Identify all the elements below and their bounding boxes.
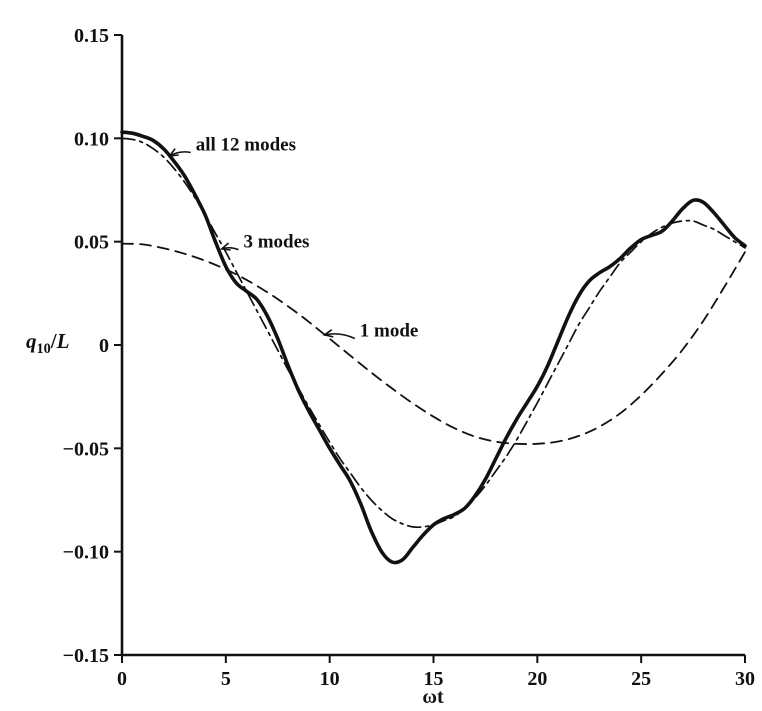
x-tick-label: 15 [424,668,444,690]
annotation-all-12-modes: all 12 modes [196,135,296,156]
annotation-arrowhead [322,329,334,338]
y-axis-label: q10/L [26,329,69,358]
y-tick-label: 0.05 [74,232,109,254]
x-tick-label: 5 [221,668,231,690]
x-axis-label: ωt [422,686,444,708]
y-tick-label: −0.15 [63,645,109,667]
y-axis-label-symbol: q [26,329,37,353]
x-tick-label: 30 [735,668,755,690]
series-1-mode [121,242,746,445]
y-tick-label: −0.10 [63,542,109,564]
annotation-arrowhead [168,148,179,157]
series-3-modes [121,137,746,529]
annotation-leader-line [324,333,356,340]
y-axis-label-subscript: 10 [36,341,51,358]
y-tick-label: −0.05 [63,438,109,460]
annotation-arrowhead [219,242,231,251]
x-tick-label: 10 [320,668,340,690]
series-all-12-modes [120,130,747,565]
annotation-3-modes: 3 modes [243,232,309,253]
x-tick-label: 25 [631,668,651,690]
x-tick-label: 20 [527,668,547,690]
x-tick-label: 0 [117,668,127,690]
y-axis-label-slash: / [50,329,57,353]
y-tick-label: 0 [99,335,109,357]
y-tick-label: 0.10 [74,128,109,150]
y-tick-label: 0.15 [74,25,109,47]
y-axis-label-denominator: L [56,329,70,353]
annotation-1-mode: 1 mode [360,321,419,342]
